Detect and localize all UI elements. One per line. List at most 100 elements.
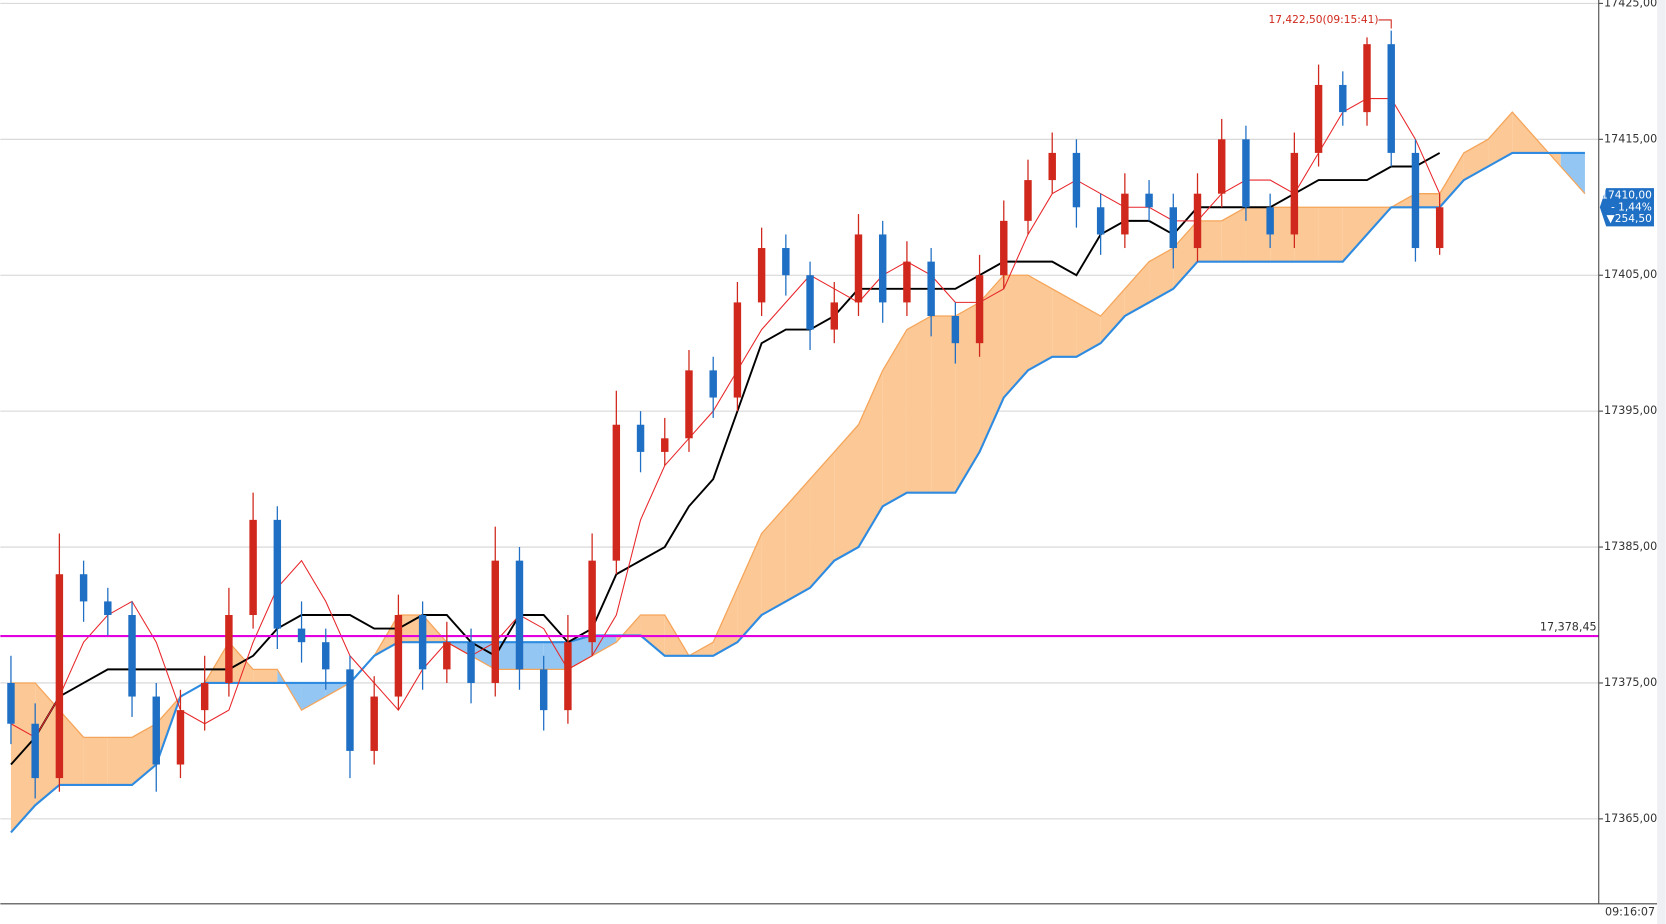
candle-body <box>1193 193 1202 249</box>
cloud-segment <box>10 682 36 833</box>
candle-body <box>394 615 403 697</box>
y-tick-label: 17395,00 <box>1604 404 1657 417</box>
cloud-segment <box>253 669 278 683</box>
candle-body <box>854 234 863 303</box>
cloud-segment <box>882 329 907 507</box>
cloud-segment <box>1173 220 1198 289</box>
candles <box>7 30 1444 799</box>
cloud-segment <box>543 642 568 670</box>
candle-body <box>588 560 596 643</box>
candle-body <box>152 696 160 765</box>
price-box-change: - 1,44% <box>1611 200 1652 213</box>
candle-body <box>757 248 766 303</box>
cloud-segment <box>35 682 60 806</box>
candle-body <box>104 601 112 616</box>
candle-body <box>273 519 282 629</box>
candle-body <box>515 560 524 670</box>
candle-body <box>1314 84 1323 153</box>
max-arrow <box>1378 19 1392 29</box>
grid <box>0 2 1599 820</box>
candle-body <box>1387 44 1395 153</box>
cloud-segment <box>1027 275 1053 371</box>
y-tick-label: 17415,00 <box>1604 132 1657 145</box>
cloud <box>10 112 1585 833</box>
cloud-segment <box>592 635 617 656</box>
candle-body <box>418 615 427 670</box>
y-tick-label: 17405,00 <box>1604 268 1657 281</box>
cloud-segment <box>1488 112 1513 167</box>
candle-body <box>903 261 911 303</box>
y-tick-label: 17385,00 <box>1604 540 1657 553</box>
candle-body <box>491 560 499 683</box>
candle-body <box>1000 220 1008 276</box>
cloud-segment <box>858 370 883 548</box>
cloud-segment <box>301 682 326 711</box>
cloud-segment <box>1415 193 1440 208</box>
axis: 17425,00 17415,00 17405,00 17395,00 17385,00… <box>1269 0 1658 825</box>
candle-body <box>370 696 378 751</box>
candle-body <box>612 424 621 561</box>
candle-body <box>1169 207 1178 249</box>
candle-body <box>1048 152 1056 181</box>
candle-body <box>297 628 306 643</box>
cloud-segment <box>1076 302 1101 357</box>
lines <box>0 98 1599 834</box>
cloud-segment <box>737 533 762 643</box>
candle-body <box>7 682 15 724</box>
time-label: 09:16:07 <box>1605 905 1655 918</box>
candle-body <box>1363 44 1371 113</box>
candle-body <box>225 615 233 683</box>
candle-body <box>55 574 64 779</box>
cloud-segment <box>1221 207 1246 262</box>
candle-body <box>782 248 790 276</box>
candle-body <box>636 424 645 452</box>
candle-body <box>1145 193 1153 208</box>
span-a <box>10 111 1586 738</box>
cloud-segment <box>1439 152 1464 208</box>
cloud-segment <box>495 642 520 670</box>
candle-body <box>951 315 960 344</box>
candle-body <box>806 275 814 330</box>
cloud-segment <box>1245 207 1271 262</box>
candle-body <box>1339 84 1347 113</box>
candle-body <box>346 669 354 751</box>
cloud-segment <box>83 737 108 785</box>
price-box-price: 17410,00 <box>1601 189 1652 202</box>
candle-body <box>1072 152 1081 208</box>
cloud-segment <box>1149 248 1174 303</box>
cloud-segment <box>834 424 859 561</box>
candle-body <box>1024 180 1032 221</box>
candle-body <box>31 723 39 779</box>
cloud-segment <box>59 710 84 785</box>
cloud-segment <box>1318 207 1343 262</box>
cloud-segment <box>1003 275 1028 398</box>
conversion-line <box>10 98 1441 739</box>
candle-body <box>1411 152 1420 249</box>
toolbar[interactable] <box>1657 0 1666 924</box>
candle-body <box>1096 207 1105 235</box>
cloud-segment <box>955 302 980 493</box>
cloud-segment <box>471 642 496 670</box>
candle-body <box>1266 207 1274 235</box>
candle-body <box>685 370 693 439</box>
cloud-segment <box>713 587 738 656</box>
cloud-segment <box>1052 288 1077 357</box>
candle-body <box>200 682 209 711</box>
cloud-segment <box>1124 261 1150 316</box>
reference-label: 17,378,45 <box>1540 621 1597 634</box>
y-tick-label: 17375,00 <box>1604 676 1657 689</box>
candle-body <box>830 302 838 330</box>
cloud-segment <box>1270 207 1295 262</box>
cloud-segment <box>979 275 1004 452</box>
cloud-segment <box>1342 207 1368 262</box>
candle-body <box>249 519 257 616</box>
cloud-segment <box>132 723 157 785</box>
cloud-segment <box>1560 152 1585 194</box>
candle-body <box>176 710 185 765</box>
candle-body <box>443 642 451 670</box>
candle-body <box>1242 139 1250 208</box>
candle-body <box>878 234 887 303</box>
candle-body <box>1121 193 1129 235</box>
